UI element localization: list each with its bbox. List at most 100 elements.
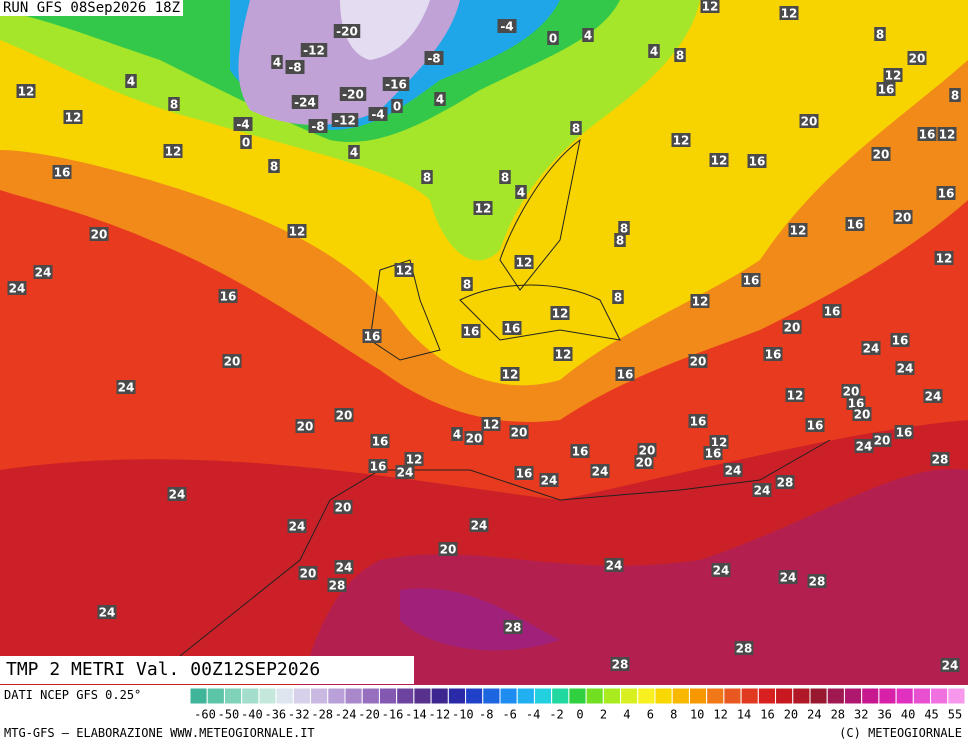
colorbar-tick-label: 32 [854,708,868,722]
colorbar-tick-label: -16 [382,708,404,722]
label-box [163,144,183,158]
colorbar-tick-label: 10 [690,708,704,722]
temperature-label: -4 [236,118,249,132]
temperature-label: 8 [170,98,178,112]
color-swatch [792,687,811,705]
temperature-label: -20 [342,88,364,102]
label-box [514,466,534,480]
colorbar-tick-label: -32 [288,708,310,722]
temperature-label: 8 [463,278,471,292]
color-swatch [344,687,363,705]
colorbar-tick-label: 12 [713,708,727,722]
temperature-label: 24 [856,440,873,454]
colorbar-tick-label: 16 [760,708,774,722]
colorbar-tick-label: -2 [549,708,563,722]
label-box [421,170,433,184]
temperature-label: 24 [471,519,488,533]
temperature-label: 8 [616,234,624,248]
label-box [610,657,630,671]
label-box [500,367,520,381]
temperature-label: 0 [242,136,250,150]
temperature-label: 24 [99,606,116,620]
colorbar-tick-label: -6 [502,708,516,722]
label-box [461,277,473,291]
label-box [894,425,914,439]
label-box [497,19,517,33]
temperature-label: 16 [896,426,913,440]
coastlines [149,138,831,681]
temperature-label: 24 [289,520,306,534]
temperature-label: 24 [863,342,880,356]
temperature-label: 12 [396,264,413,278]
color-swatch [947,687,966,705]
colorbar-tick-label: 6 [647,708,654,722]
label-box [895,361,915,375]
temperature-label: 20 [873,148,890,162]
temperature-label: 12 [781,7,798,21]
label-box [222,354,242,368]
label-box [509,425,529,439]
color-swatch [206,687,225,705]
label-box [934,251,954,265]
colorbar-tick-label: -60 [194,708,216,722]
color-swatch [826,687,845,705]
temperature-label: 16 [516,467,533,481]
temperature-label: 28 [809,575,826,589]
temperature-label: 4 [127,75,135,89]
color-swatch [843,687,863,705]
label-box [33,265,53,279]
field-title: TMP 2 METRI Val. 00Z12SEP2026 [0,656,414,684]
label-box [883,68,903,82]
temperature-label: 28 [329,579,346,593]
label-box [550,306,570,320]
colorbar-tick-label: -20 [358,708,380,722]
colorbar-tick-label: -8 [479,708,493,722]
label-box [634,455,654,469]
label-box [539,473,559,487]
temperature-label: 20 [336,409,353,423]
temperature-label: 20 [297,420,314,434]
temperature-label: 16 [847,218,864,232]
label-box [612,290,624,304]
label-box [438,542,458,556]
label-box [362,329,382,343]
label-box [287,224,307,238]
temperature-label: 0 [393,100,401,114]
temperature-label: 16 [54,166,71,180]
temperature-label: 12 [939,128,956,142]
label-box [333,24,361,38]
temperature-label: 28 [505,621,522,635]
temperature-label: 12 [165,145,182,159]
temperature-label: 24 [397,466,414,480]
label-box [709,435,729,449]
label-box [52,165,72,179]
temperature-label: 16 [372,435,389,449]
label-box [461,324,481,338]
label-box [741,273,761,287]
label-box [547,31,559,45]
label-box [334,560,354,574]
color-swatch [861,687,880,705]
label-box [785,388,805,402]
temperature-label: 20 [300,567,317,581]
temperature-label: 20 [224,355,241,369]
label-box [348,145,360,159]
label-box [582,28,594,42]
temperature-label: 12 [673,134,690,148]
color-swatch [378,687,398,705]
colorbar-tick-label: 28 [831,708,845,722]
temperature-label: 16 [705,447,722,461]
label-box [788,223,808,237]
label-box [570,444,590,458]
label-box [723,463,743,477]
color-swatch [413,687,432,705]
color-swatch [258,687,277,705]
label-box [807,574,827,588]
label-box [327,578,347,592]
colorbar-tick-label: -12 [429,708,451,722]
colorbar-tick-label: 14 [737,708,751,722]
temperature-label: 16 [824,305,841,319]
color-swatch [878,687,897,705]
temperature-label: 24 [169,488,186,502]
